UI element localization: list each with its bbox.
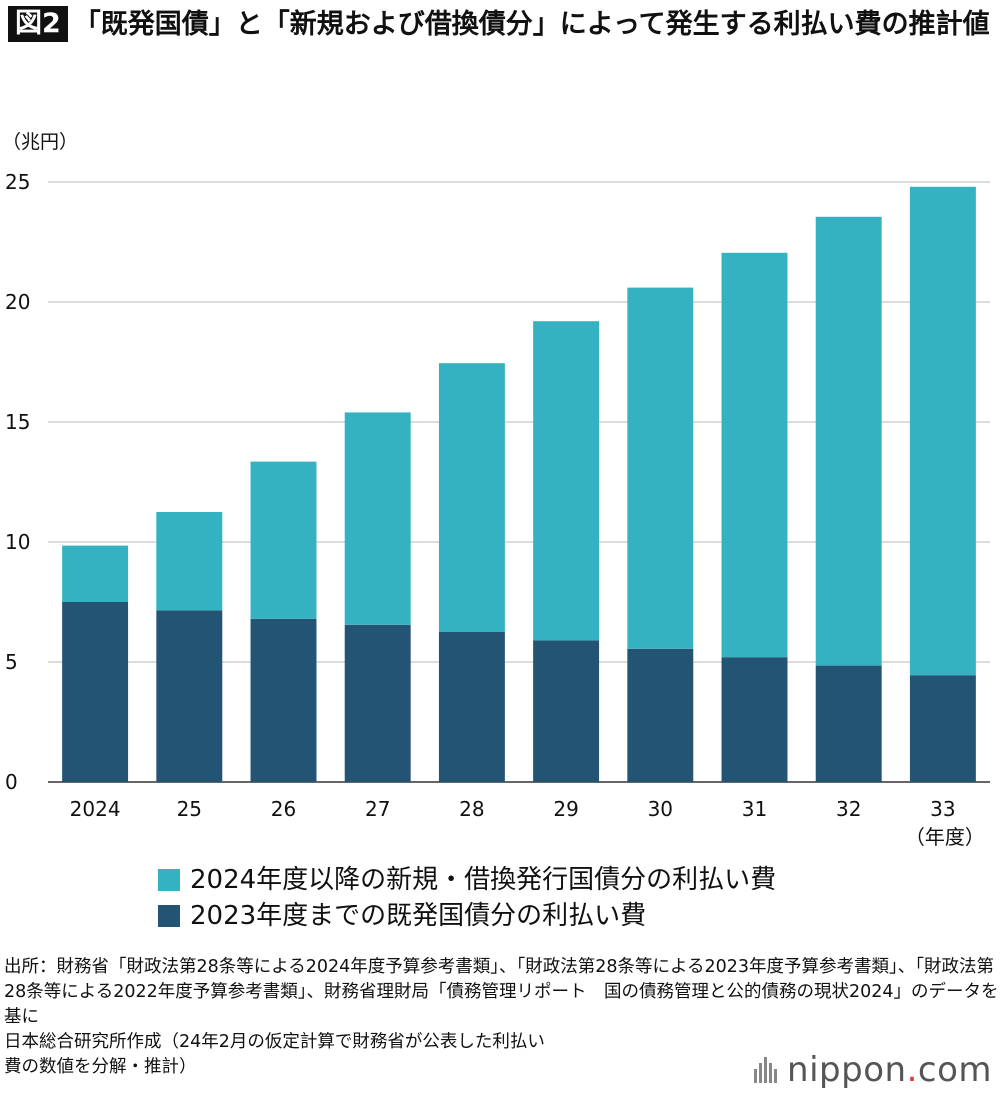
bar-segment-existing-bonds — [721, 657, 788, 782]
stacked-bar-chart: （兆円） 0 5 10 15 20 25 2024 25 26 27 28 29 30 31 32 33 （年度） — [2, 131, 990, 849]
bar-segment-existing-bonds — [815, 665, 882, 782]
bars — [62, 186, 976, 782]
figure-number-badge: 図2 — [8, 6, 68, 42]
bar-segment-new-bonds — [156, 512, 223, 611]
source-note: 出所：財務省「財政法第28条等による2024年度予算参考書類」、「財政法第28条… — [4, 957, 999, 1077]
y-unit-label: （兆円） — [2, 131, 78, 153]
x-tick-label: 29 — [553, 797, 578, 821]
x-unit-label: （年度） — [905, 825, 985, 849]
legend-swatch — [158, 869, 180, 891]
bar-segment-new-bonds — [344, 412, 411, 625]
logo-bars-icon — [754, 1057, 779, 1083]
axis-labels: （兆円） 0 5 10 15 20 25 2024 25 26 27 28 29 30 31 32 33 （年度） — [2, 131, 985, 849]
chart-title: 「既発国債」と「新規および借換債分」によって発生する利払い費の推計値 — [73, 9, 990, 40]
bar-segment-existing-bonds — [344, 624, 411, 782]
bar-segment-existing-bonds — [909, 675, 976, 782]
y-tick-label: 25 — [5, 170, 30, 194]
bar-segment-existing-bonds — [627, 648, 694, 782]
bar-segment-existing-bonds — [438, 632, 505, 782]
x-tick-label: 25 — [177, 797, 202, 821]
bar-segment-new-bonds — [721, 252, 788, 658]
x-tick-label: 32 — [836, 797, 861, 821]
logo-wordmark: nippon.com — [787, 1050, 992, 1090]
legend-swatch — [158, 905, 180, 927]
bar-segment-new-bonds — [62, 545, 129, 602]
bar-segment-new-bonds — [438, 363, 505, 632]
legend-label: 2024年度以降の新規・借換発行国債分の利払い費 — [190, 865, 777, 895]
chart-legend: 2024年度以降の新規・借換発行国債分の利払い費 2023年度までの既発国債分の利… — [158, 862, 776, 934]
bar-segment-existing-bonds — [62, 602, 129, 782]
legend-item: 2024年度以降の新規・借換発行国債分の利払い費 — [158, 862, 776, 898]
y-tick-label: 10 — [5, 530, 30, 554]
y-tick-label: 5 — [5, 650, 18, 674]
legend-label: 2023年度までの既発国債分の利払い費 — [190, 901, 647, 931]
x-tick-label: 31 — [742, 797, 767, 821]
chart-area: （兆円） 0 5 10 15 20 25 2024 25 26 27 28 29 30 31 32 33 （年度） — [0, 120, 1000, 860]
nippon-com-logo: nippon.com — [754, 1050, 992, 1090]
bar-segment-new-bonds — [627, 287, 694, 649]
x-tick-label: 28 — [459, 797, 484, 821]
x-tick-label: 27 — [365, 797, 390, 821]
legend-item: 2023年度までの既発国債分の利払い費 — [158, 898, 776, 934]
bar-segment-new-bonds — [815, 216, 882, 666]
bar-segment-existing-bonds — [156, 610, 223, 782]
bar-segment-existing-bonds — [533, 640, 600, 782]
bar-segment-new-bonds — [533, 321, 600, 641]
figure-header: 図2 「既発国債」と「新規および借換債分」によって発生する利払い費の推計値 — [8, 6, 993, 43]
bar-segment-new-bonds — [250, 461, 317, 619]
x-tick-label: 30 — [648, 797, 673, 821]
y-tick-label: 15 — [5, 410, 30, 434]
x-tick-label: 26 — [271, 797, 296, 821]
bar-segment-new-bonds — [909, 186, 976, 676]
y-tick-label: 20 — [5, 290, 30, 314]
x-tick-label: 33 — [930, 797, 955, 821]
y-tick-label: 0 — [5, 770, 18, 794]
x-tick-label: 2024 — [70, 797, 121, 821]
bar-segment-existing-bonds — [250, 618, 317, 782]
